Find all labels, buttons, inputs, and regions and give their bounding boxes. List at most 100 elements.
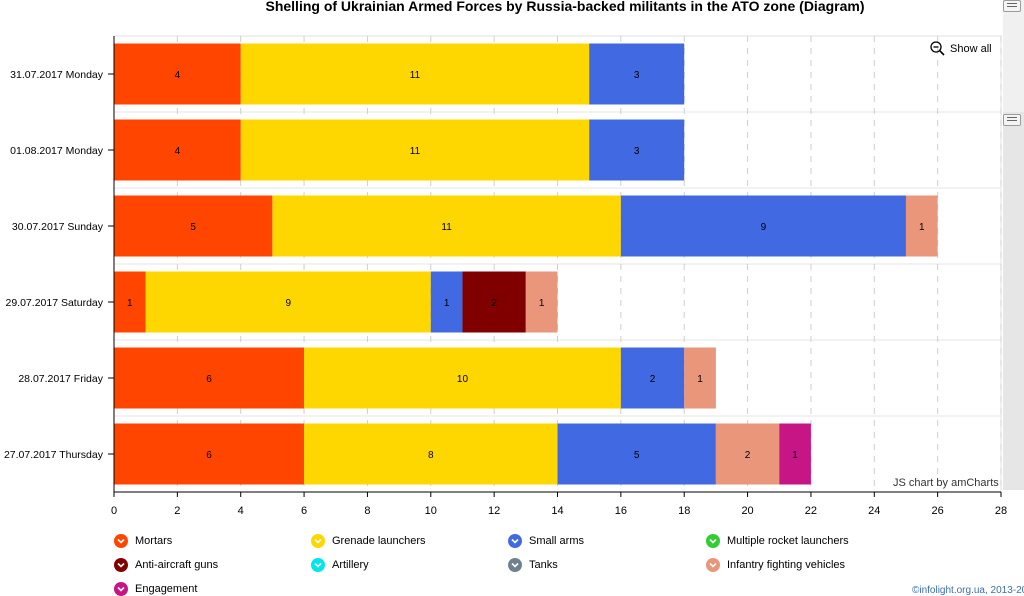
data-label: 1 [792, 450, 798, 461]
data-label: 8 [428, 450, 434, 461]
bar-segment[interactable] [114, 43, 241, 105]
category-label: 31.07.2017 Monday [10, 69, 104, 81]
legend-item[interactable]: Infantry fighting vehicles [706, 558, 845, 572]
scrollbar-handle-top[interactable] [1003, 0, 1021, 12]
bar-segment[interactable] [114, 347, 305, 409]
legend-check-icon [706, 558, 720, 572]
x-tick-label: 0 [111, 505, 117, 517]
legend-item[interactable]: Mortars [114, 534, 172, 548]
bar-segment[interactable] [462, 271, 526, 333]
data-label: 9 [761, 222, 767, 233]
show-all-button[interactable]: Show all [930, 41, 992, 56]
data-label: 2 [745, 450, 751, 461]
bar-segment[interactable] [620, 347, 685, 409]
legend-item[interactable]: Anti-aircraft guns [114, 558, 218, 572]
category-label: 01.08.2017 Monday [10, 145, 104, 157]
bar-segment[interactable] [715, 423, 780, 485]
data-label: 1 [444, 298, 450, 309]
bar-segment[interactable] [272, 195, 621, 257]
bar-segment[interactable] [114, 195, 273, 257]
data-label: 1 [697, 374, 703, 385]
legend-label: Artillery [332, 559, 369, 571]
x-tick-label: 16 [615, 505, 627, 517]
data-label: 5 [190, 222, 196, 233]
legend-label: Tanks [529, 559, 558, 571]
data-label: 1 [127, 298, 133, 309]
legend-check-icon [311, 558, 325, 572]
x-tick-label: 12 [488, 505, 500, 517]
data-label: 4 [175, 146, 181, 157]
data-label: 11 [410, 146, 421, 157]
x-tick-label: 6 [301, 505, 307, 517]
legend-item[interactable]: Artillery [311, 558, 369, 572]
data-label: 1 [919, 222, 925, 233]
legend-label: Small arms [529, 535, 585, 547]
bar-segment[interactable] [684, 347, 716, 409]
data-label: 5 [634, 450, 640, 461]
bar-segment[interactable] [304, 347, 621, 409]
bar-segment[interactable] [240, 43, 590, 105]
legend-label: Grenade launchers [332, 535, 426, 547]
x-tick-label: 24 [868, 505, 880, 517]
x-tick-label: 20 [741, 505, 753, 517]
bar-segment[interactable] [304, 423, 558, 485]
legend-item[interactable]: Tanks [508, 558, 558, 572]
bar-segment[interactable] [240, 119, 590, 181]
legend-item[interactable]: Grenade launchers [311, 534, 426, 548]
copyright-link[interactable]: ©infolight.org.ua, 2013-20 [912, 585, 1024, 596]
data-label: 3 [634, 146, 640, 157]
category-label: 30.07.2017 Sunday [12, 221, 104, 233]
x-tick-label: 8 [364, 505, 370, 517]
bar-segment[interactable] [114, 423, 305, 485]
legend-label: Engagement [135, 583, 198, 595]
show-all-label: Show all [950, 42, 992, 55]
data-label: 6 [206, 374, 212, 385]
legend-item[interactable]: Multiple rocket launchers [706, 534, 849, 548]
data-label: 2 [491, 298, 497, 309]
bar-segment[interactable] [430, 271, 463, 333]
bar-segment[interactable] [589, 119, 685, 181]
bar-segment[interactable] [557, 423, 716, 485]
bar-segment[interactable] [114, 271, 146, 333]
legend-check-icon [311, 534, 325, 548]
legend-check-icon [508, 558, 522, 572]
legend-check-icon [508, 534, 522, 548]
data-label: 9 [285, 298, 291, 309]
data-label: 11 [410, 70, 421, 81]
data-label: 4 [175, 70, 181, 81]
legend-check-icon [114, 534, 128, 548]
data-label: 3 [634, 70, 640, 81]
legend-label: Infantry fighting vehicles [727, 559, 846, 571]
bar-segment[interactable] [779, 423, 811, 485]
x-tick-label: 14 [551, 505, 563, 517]
data-label: 2 [650, 374, 656, 385]
x-tick-label: 28 [995, 505, 1007, 517]
bar-segment[interactable] [905, 195, 938, 257]
bar-segment[interactable] [525, 271, 558, 333]
data-label: 1 [539, 298, 545, 309]
x-tick-label: 18 [678, 505, 690, 517]
legend-label: Multiple rocket launchers [727, 535, 849, 547]
category-label: 27.07.2017 Thursday [4, 449, 104, 461]
legend-label: Mortars [135, 535, 173, 547]
data-label: 10 [457, 374, 469, 385]
scrollbar-handle-bottom[interactable] [1003, 114, 1021, 126]
amcharts-credit[interactable]: JS chart by amCharts [893, 477, 999, 489]
bar-segment[interactable] [620, 195, 906, 257]
legend-label: Anti-aircraft guns [135, 559, 219, 571]
category-label: 28.07.2017 Friday [18, 373, 103, 385]
x-tick-label: 2 [174, 505, 180, 517]
bar-segment[interactable] [145, 271, 431, 333]
data-label: 6 [206, 450, 212, 461]
scrollbar-track[interactable] [1003, 112, 1024, 490]
legend-item[interactable]: Engagement [114, 582, 197, 596]
chart-title: Shelling of Ukrainian Armed Forces by Ru… [265, 0, 865, 14]
x-tick-label: 10 [425, 505, 437, 517]
scrollbar-top-area [1003, 0, 1024, 112]
x-tick-label: 22 [805, 505, 817, 517]
legend-item[interactable]: Small arms [508, 534, 584, 548]
bar-segment[interactable] [589, 43, 685, 105]
category-label: 29.07.2017 Saturday [6, 297, 104, 309]
bar-segment[interactable] [114, 119, 241, 181]
